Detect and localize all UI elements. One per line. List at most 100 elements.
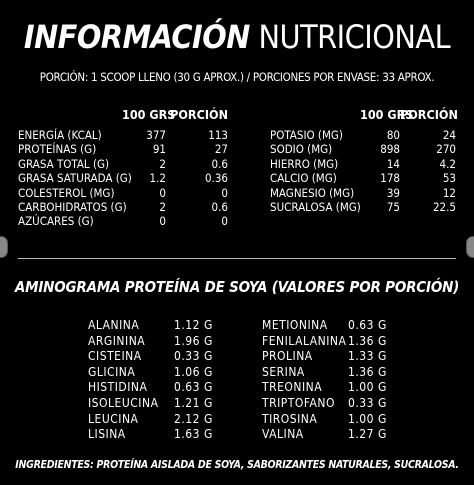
- nutrient-per100: 2: [159, 199, 166, 214]
- amino-row: SERINA 1.36 G: [262, 365, 392, 381]
- amino-row: GLICINA 1.06 G: [88, 365, 218, 381]
- amino-row: FENILALANINA 1.36 G: [262, 334, 392, 350]
- nutrition-table-right: 100 GRS PORCIÓN POTASIO (MG) 80 24 SODIO (…: [270, 107, 458, 214]
- portion-info: PORCIÓN: 1 SCOOP LLENO (30 G APROX.) / P…: [39, 70, 435, 84]
- nutrition-header-right: 100 GRS PORCIÓN: [270, 107, 458, 125]
- nutrient-name: SODIO (MG): [270, 142, 333, 157]
- amino-value: 0.33 G: [348, 395, 387, 410]
- nutrition-table-left: 100 GRS PORCIÓN ENERGÍA (KCAL) 377 113 PRO…: [18, 107, 228, 229]
- nutrient-portion: 270: [436, 142, 456, 157]
- amino-name: VALINA: [262, 427, 304, 442]
- nutrient-portion: 0.6: [211, 156, 228, 171]
- amino-name: LISINA: [88, 427, 126, 442]
- amino-name: TRIPTOFANO: [262, 395, 335, 410]
- amino-row: LISINA 1.63 G: [88, 427, 218, 443]
- nutrition-header-left: 100 GRS PORCIÓN: [18, 107, 228, 125]
- header-portion: PORCIÓN: [400, 107, 458, 122]
- nutrition-row: PROTEÍNAS (G) 91 27: [18, 142, 228, 156]
- nutrient-per100: 14: [386, 156, 400, 171]
- title-bold: INFORMACIÓN: [23, 18, 250, 56]
- nutrient-per100: 1.2: [149, 171, 166, 186]
- header-per100: 100 GRS: [360, 107, 414, 122]
- amino-name: CISTEINA: [88, 349, 142, 364]
- nutrition-row: SUCRALOSA (MG) 75 22.5: [270, 200, 456, 214]
- right-scroll-handle[interactable]: [466, 236, 474, 258]
- amino-name: PROLINA: [262, 349, 313, 364]
- nutrient-per100: 898: [380, 142, 400, 157]
- amino-value: 0.33 G: [174, 349, 213, 364]
- page-title: INFORMACIÓN NUTRICIONAL: [0, 18, 474, 56]
- amino-value: 1.36 G: [348, 333, 387, 348]
- amino-name: LEUCINA: [88, 411, 139, 426]
- nutrient-portion: 0.6: [211, 199, 228, 214]
- amino-row: TIROSINA 1.00 G: [262, 412, 392, 428]
- amino-value: 1.00 G: [348, 411, 387, 426]
- amino-row: TRIPTOFANO 0.33 G: [262, 396, 392, 412]
- nutrient-per100: 2: [159, 156, 166, 171]
- nutrient-name: GRASA TOTAL (G): [18, 156, 110, 171]
- title-light: NUTRICIONAL: [258, 18, 451, 56]
- nutrient-name: POTASIO (MG): [270, 128, 343, 142]
- amino-value: 1.36 G: [348, 364, 387, 379]
- amino-name: METIONINA: [262, 318, 328, 332]
- nutrition-row: POTASIO (MG) 80 24: [270, 128, 456, 142]
- nutrient-name: MAGNESIO (MG): [270, 185, 355, 200]
- amino-row: HISTIDINA 0.63 G: [88, 380, 218, 396]
- nutrient-per100: 0: [159, 214, 166, 229]
- amino-value: 0.63 G: [174, 380, 213, 395]
- nutrient-portion: 4.2: [439, 156, 456, 171]
- amino-row: TREONINA 1.00 G: [262, 380, 392, 396]
- nutrient-per100: 91: [152, 142, 166, 157]
- nutrition-row: CARBOHIDRATOS (G) 2 0.6: [18, 200, 228, 214]
- nutrient-name: AZÚCARES (G): [18, 214, 94, 229]
- nutrient-portion: 24: [442, 128, 456, 142]
- ingredients-text: INGREDIENTES: PROTEÍNA AISLADA DE SOYA, …: [15, 459, 459, 471]
- amino-value: 1.00 G: [348, 380, 387, 395]
- nutrition-row: HIERRO (MG) 14 4.2: [270, 157, 456, 171]
- nutrient-name: ENERGÍA (KCAL): [18, 128, 102, 142]
- amino-value: 0.63 G: [348, 318, 387, 332]
- nutrient-per100: 377: [146, 128, 166, 142]
- nutrient-per100: 75: [386, 199, 400, 214]
- left-scroll-handle[interactable]: [0, 236, 8, 258]
- amino-value: 1.06 G: [174, 364, 213, 379]
- nutrient-portion: 113: [208, 128, 228, 142]
- nutrition-row: GRASA SATURADA (G) 1.2 0.36: [18, 171, 228, 185]
- nutrient-portion: 53: [442, 171, 456, 186]
- amino-row: ARGININA 1.96 G: [88, 334, 218, 350]
- amino-name: FENILALANINA: [262, 333, 347, 348]
- amino-value: 2.12 G: [174, 411, 213, 426]
- amino-row: METIONINA 0.63 G: [262, 318, 392, 334]
- amino-name: HISTIDINA: [88, 380, 148, 395]
- amino-name: ALANINA: [88, 318, 140, 332]
- nutrient-per100: 39: [386, 185, 400, 200]
- nutrient-name: PROTEÍNAS (G): [18, 142, 97, 157]
- amino-row: LEUCINA 2.12 G: [88, 412, 218, 428]
- section-divider: [18, 258, 456, 259]
- amino-name: ARGININA: [88, 333, 146, 348]
- nutrient-portion: 0: [221, 214, 228, 229]
- amino-row: ISOLEUCINA 1.21 G: [88, 396, 218, 412]
- amino-name: ISOLEUCINA: [88, 395, 159, 410]
- nutrient-name: CARBOHIDRATOS (G): [18, 199, 127, 214]
- header-per100: 100 GRS: [122, 107, 176, 122]
- nutrient-portion: 0.36: [204, 171, 228, 186]
- amino-value: 1.27 G: [348, 427, 387, 442]
- amino-name: SERINA: [262, 364, 305, 379]
- nutrient-name: CALCIO (MG): [270, 171, 337, 186]
- amino-name: TREONINA: [262, 380, 323, 395]
- header-portion: PORCIÓN: [170, 107, 228, 122]
- nutrient-per100: 0: [159, 185, 166, 200]
- nutrient-per100: 178: [380, 171, 400, 186]
- aminogram-title: AMINOGRAMA PROTEÍNA DE SOYA (VALORES POR…: [14, 278, 460, 296]
- nutrient-name: SUCRALOSA (MG): [270, 199, 361, 214]
- aminogram-list-right: METIONINA 0.63 G FENILALANINA 1.36 G PROLI…: [262, 318, 392, 443]
- amino-row: ALANINA 1.12 G: [88, 318, 218, 334]
- amino-value: 1.21 G: [174, 395, 213, 410]
- nutrition-row: GRASA TOTAL (G) 2 0.6: [18, 157, 228, 171]
- amino-name: TIROSINA: [262, 411, 318, 426]
- amino-row: CISTEINA 0.33 G: [88, 349, 218, 365]
- nutrient-portion: 22.5: [432, 199, 456, 214]
- nutrient-name: COLESTEROL (MG): [18, 185, 115, 200]
- nutrient-portion: 27: [214, 142, 228, 157]
